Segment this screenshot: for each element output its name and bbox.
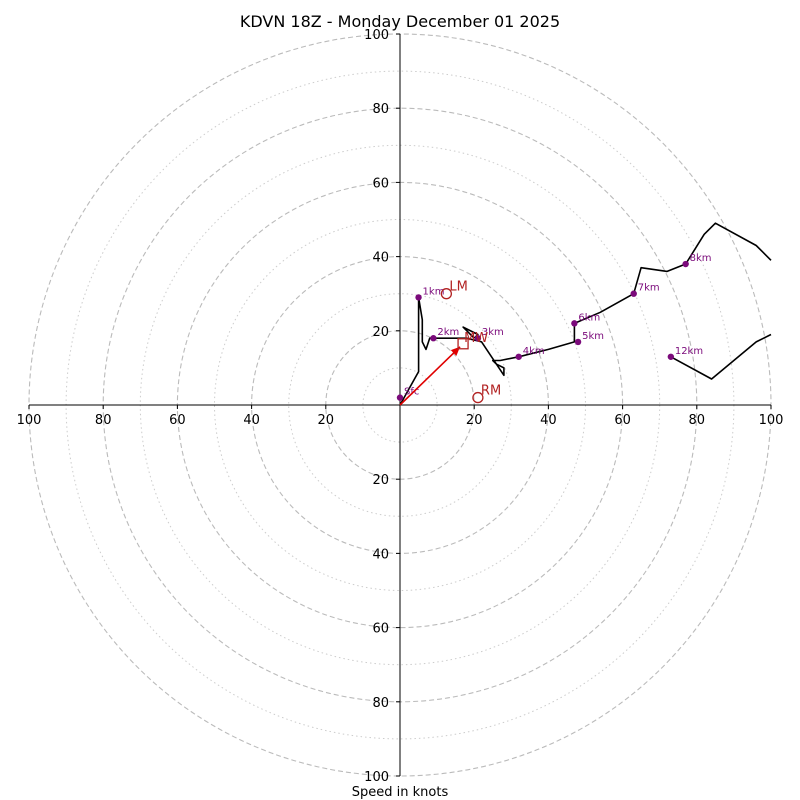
height-point-label: 5km [582, 331, 604, 342]
y-tick-label-bottom: 60 [372, 622, 389, 637]
height-points: Sfc 1km 2km 3km 4km 5km 6km 7km 8km 12km [396, 253, 712, 401]
height-point-label: Sfc [404, 387, 419, 398]
height-point-marker [630, 290, 637, 297]
mean-wind-arrow [399, 346, 461, 406]
y-tick-label-bottom: 40 [372, 547, 389, 562]
x-tick-label-right: 80 [689, 413, 706, 428]
height-point-marker [574, 338, 582, 346]
y-tick-label-top: 80 [372, 102, 389, 117]
height-point-label: 7km [638, 283, 660, 294]
hodograph-trace [399, 222, 772, 406]
height-point-label: 8km [690, 253, 712, 264]
x-tick-label-left: 80 [95, 413, 112, 428]
height-point-label: 4km [523, 346, 545, 357]
mean-wind-label: MW [464, 331, 488, 346]
left-mover-marker [440, 288, 453, 300]
x-tick-label-right: 20 [466, 413, 483, 428]
height-point-label: 6km [578, 312, 600, 323]
left-mover-label: LM [449, 280, 467, 295]
height-point-marker [430, 335, 437, 342]
y-tick-label-top: 60 [372, 176, 389, 191]
height-point-marker [571, 320, 578, 327]
height-point-label: 1km [423, 286, 445, 297]
hodograph-trace-upper [670, 333, 772, 380]
height-point-label: 3km [482, 327, 504, 338]
height-point-marker [396, 394, 404, 401]
x-tick-label-right: 60 [614, 413, 631, 428]
height-point-label: 12km [675, 346, 703, 357]
y-tick-label-bottom: 100 [364, 770, 389, 785]
y-tick-label-top: 20 [372, 325, 389, 340]
height-point-marker [515, 353, 522, 360]
x-tick-label-right: 100 [759, 413, 784, 428]
tick-labels: 100 80 60 40 20 20 40 60 80 100 20 40 60 80 100 20 40 60 8… [17, 28, 784, 785]
y-tick-label-top: 40 [372, 251, 389, 266]
y-tick-label-top: 100 [364, 28, 389, 43]
mean-wind-marker [457, 338, 469, 350]
y-tick-label-bottom: 20 [372, 473, 389, 488]
chart-title: KDVN 18Z - Monday December 01 2025 [240, 12, 560, 31]
y-tick-label-bottom: 80 [372, 696, 389, 711]
height-point-marker [667, 353, 675, 360]
height-point-marker [415, 294, 422, 301]
x-tick-label-left: 20 [318, 413, 335, 428]
right-mover-label: RM [481, 384, 501, 399]
height-point-label: 2km [437, 327, 459, 338]
x-tick-label-left: 60 [169, 413, 186, 428]
x-tick-label-left: 100 [17, 413, 42, 428]
height-point-marker [474, 335, 482, 342]
height-point-marker [682, 260, 689, 268]
x-axis-label: Speed in knots [352, 785, 449, 800]
x-tick-label-left: 40 [243, 413, 260, 428]
right-mover-marker [472, 391, 484, 404]
x-tick-label-right: 40 [540, 413, 557, 428]
storm-motion: LM RM MW [399, 280, 501, 406]
